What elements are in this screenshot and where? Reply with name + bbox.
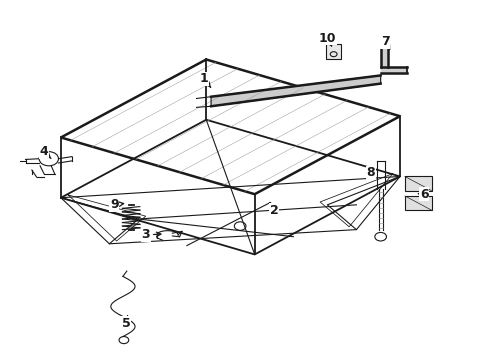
Text: 4: 4 [40, 145, 51, 158]
Text: 3: 3 [142, 229, 161, 242]
FancyBboxPatch shape [405, 196, 432, 210]
Text: 7: 7 [381, 35, 390, 50]
Polygon shape [211, 76, 381, 106]
Text: 5: 5 [122, 316, 131, 330]
Text: 10: 10 [318, 32, 336, 46]
Text: 2: 2 [270, 202, 278, 217]
Polygon shape [381, 67, 407, 73]
Text: 6: 6 [418, 188, 429, 201]
FancyBboxPatch shape [405, 176, 432, 191]
Text: 8: 8 [367, 166, 375, 179]
FancyBboxPatch shape [326, 44, 341, 59]
Text: 9: 9 [110, 198, 123, 211]
Polygon shape [381, 40, 388, 67]
Text: 1: 1 [199, 72, 211, 87]
